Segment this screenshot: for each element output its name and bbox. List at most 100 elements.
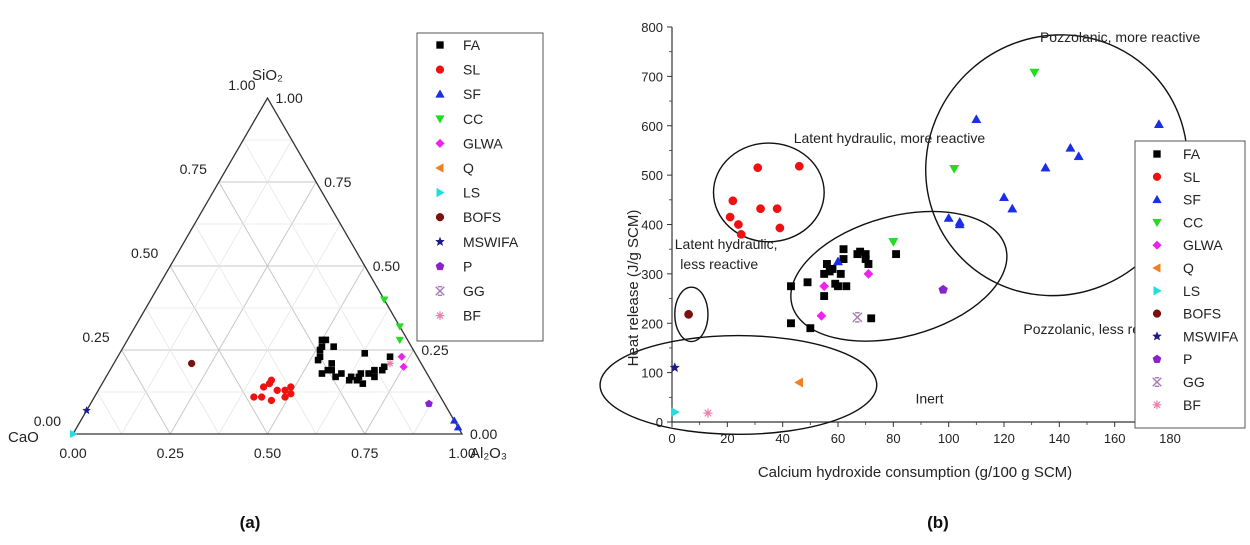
legend-label-mswifa: MSWIFA	[463, 234, 519, 250]
ternary-minor-gridline	[315, 307, 390, 435]
scatter-point-fa	[834, 282, 842, 291]
scatter-point-fa	[803, 278, 812, 287]
x-tick-label: 0	[668, 431, 675, 446]
ternary-point-cc	[395, 323, 404, 331]
ternary-tick-right: 1.00	[276, 90, 303, 106]
region-annotation: Pozzolanic, more reactive	[1040, 29, 1201, 45]
scatter-point-gg	[852, 312, 863, 323]
scatter-point-sl	[725, 212, 735, 222]
region-ellipse	[790, 210, 1008, 342]
ternary-point-sl	[287, 383, 295, 391]
legend-label-sf: SF	[1183, 192, 1201, 208]
region-annotation: Latent hydraulic, more reactive	[794, 130, 986, 146]
ternary-minor-gridline	[145, 307, 220, 435]
legend-marker-bf	[435, 311, 445, 320]
legend-label-gg: GG	[1183, 374, 1205, 390]
legend-marker-q	[1152, 263, 1161, 273]
legend-marker-ls	[436, 187, 445, 198]
ternary-point-bofs	[187, 359, 196, 368]
ternary-point-cc	[379, 296, 389, 304]
scatter-point-sf	[998, 192, 1010, 202]
ternary-tick-bottom: 0.00	[59, 445, 86, 461]
ternary-point-p	[425, 399, 433, 408]
scatter-point-fa	[892, 250, 901, 259]
scatter-point-fa	[839, 245, 848, 254]
legend-marker-sl	[1152, 172, 1162, 181]
ternary-axis-left: CaO	[8, 429, 39, 446]
ternary-point-ls	[69, 429, 78, 439]
scatter-point-fa	[842, 282, 851, 291]
ternary-axis-right: Al₂O₃	[470, 445, 507, 462]
legend-label-sf: SF	[463, 86, 481, 102]
scatter-point-sf	[1153, 119, 1164, 128]
scatter-point-mswifa	[669, 362, 681, 373]
ternary-panel: 0.00 0.00 1.00 0.25 0.25 0.75 0.50 0.50 0.50 0.75…	[8, 32, 544, 532]
legend-marker-gg	[1152, 377, 1162, 387]
ternary-point-fa	[361, 350, 369, 357]
legend-label-bofs: BOFS	[1183, 306, 1221, 322]
y-tick-label: 500	[641, 168, 663, 183]
legend-label-bf: BF	[463, 308, 481, 324]
scatter-point-q	[794, 377, 803, 388]
y-tick-label: 300	[641, 267, 663, 282]
scatter-point-sl	[736, 229, 746, 239]
scatter-point-cc	[949, 165, 960, 174]
legend-marker-sf	[1152, 194, 1162, 204]
ternary-gridline	[267, 265, 366, 435]
scatter-point-bofs	[684, 309, 693, 319]
ternary-tick-left: 0.50	[131, 245, 158, 261]
x-axis-label: Calcium hydroxide consumption (g/100 g S…	[758, 464, 1072, 481]
scatter-point-sl	[775, 223, 785, 233]
scatter-point-p	[938, 284, 948, 294]
scatter-point-cc	[1029, 68, 1040, 78]
ternary-minor-gridline	[194, 223, 317, 435]
ternary-point-fa	[318, 336, 326, 344]
region-annotation: Inert	[915, 391, 943, 407]
x-tick-label: 100	[938, 431, 960, 446]
scatter-point-glwa	[863, 268, 874, 279]
scatter-point-fa	[787, 319, 795, 328]
scatter-point-sl	[753, 163, 763, 173]
ternary-minor-gridline	[121, 139, 293, 435]
ternary-point-sf	[453, 422, 463, 431]
ternary-minor-gridline	[242, 139, 414, 435]
x-tick-label: 160	[1104, 431, 1126, 446]
ternary-minor-gridline	[413, 391, 439, 435]
ternary-points	[69, 296, 463, 439]
legend-marker-glwa	[435, 138, 445, 149]
ternary-tick-right: 0.75	[324, 174, 351, 190]
scatter-point-fa	[867, 314, 876, 323]
y-tick-label: 600	[641, 119, 663, 134]
ternary-tick-labels: 0.00 0.00 1.00 0.25 0.25 0.75 0.50 0.50 0.50 0.75…	[34, 77, 498, 461]
ternary-point-fa	[347, 373, 355, 381]
ternary-tick-left: 0.00	[34, 413, 61, 429]
ternary-tick-right: 0.00	[470, 426, 497, 442]
legend-label-sl: SL	[1183, 169, 1200, 185]
legend-marker-mswifa	[435, 236, 445, 247]
scatter-point-fa	[787, 282, 795, 291]
scatter-point-fa	[836, 269, 845, 278]
region-annotation: Latent hydraulic,	[675, 236, 778, 252]
ternary-point-fa	[386, 353, 394, 361]
legend-marker-sl	[435, 65, 445, 74]
scatter-point-sf	[954, 216, 965, 226]
scatter-point-sf	[943, 212, 954, 222]
ternary-point-sf	[449, 416, 459, 424]
ternary-legend: FA SL SF CC GLWA Q LS BOFS MSWIFA P GG BF	[435, 37, 519, 324]
ternary-point-sl	[250, 393, 258, 401]
legend-marker-gg	[435, 286, 445, 296]
legend-label-p: P	[463, 258, 472, 274]
legend-label-bofs: BOFS	[463, 209, 501, 225]
legend-label-mswifa: MSWIFA	[1183, 328, 1239, 344]
ternary-point-fa	[318, 370, 326, 377]
x-tick-label: 140	[1048, 431, 1070, 446]
ternary-tick-left: 0.75	[180, 161, 207, 177]
scatter-point-sl	[756, 204, 765, 214]
legend-marker-cc	[435, 115, 445, 124]
scatter-point-fa	[820, 292, 829, 301]
region-ellipse	[712, 142, 825, 243]
y-tick-label: 200	[641, 316, 663, 331]
ternary-point-fa	[338, 370, 345, 377]
y-axis-label: Heat release (J/g SCM)	[625, 210, 642, 367]
scatter-point-sf	[1007, 203, 1018, 213]
